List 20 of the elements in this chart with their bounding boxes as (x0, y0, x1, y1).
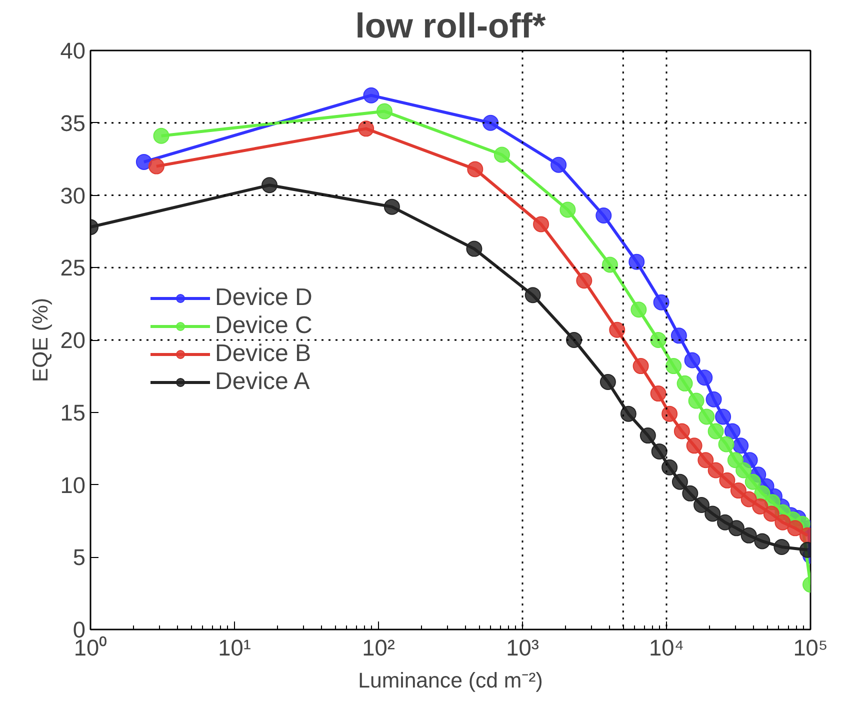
y-tick-label: 40 (60, 38, 86, 64)
y-tick-label: 20 (60, 327, 86, 353)
x-axis-title: Luminance (cd m⁻²) (358, 668, 543, 692)
x-tick-label: 10² (362, 634, 396, 660)
legend-label: Device D (215, 284, 312, 312)
legend-label: Device A (215, 368, 310, 396)
y-axis-title: EQE (%) (28, 298, 52, 382)
chart-title: low roll-off* (355, 8, 546, 46)
y-tick-label: 15 (60, 399, 86, 426)
x-tick-label: 10¹ (218, 634, 252, 660)
legend-label: Device B (215, 340, 312, 368)
y-tick-label: 10 (60, 472, 86, 498)
y-tick-label: 25 (60, 254, 86, 281)
x-tick-label: 10⁵ (793, 634, 828, 660)
legend-label: Device C (215, 312, 312, 340)
x-tick-label: 10³ (506, 634, 540, 660)
y-tick-label: 30 (60, 182, 86, 208)
y-tick-label: 35 (60, 110, 86, 136)
y-tick-label: 5 (72, 544, 86, 570)
x-tick-label: 10⁴ (649, 634, 684, 660)
